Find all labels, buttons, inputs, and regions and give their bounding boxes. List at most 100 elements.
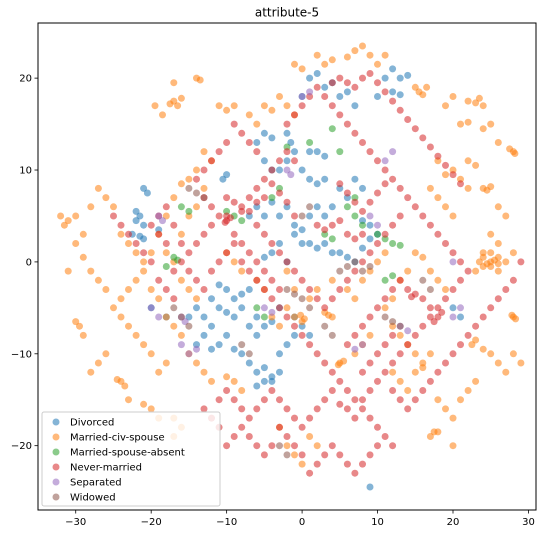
point-never-married bbox=[313, 405, 321, 413]
point-married-civ-spouse bbox=[483, 260, 491, 268]
point-never-married bbox=[268, 240, 276, 247]
point-married-spouse-absent bbox=[185, 207, 193, 215]
point-never-married bbox=[253, 221, 261, 229]
legend-label: Married-civ-spouse bbox=[70, 433, 165, 444]
point-never-married bbox=[411, 203, 419, 211]
point-married-civ-spouse bbox=[132, 249, 140, 257]
plot-frame bbox=[37, 22, 537, 511]
point-never-married bbox=[321, 451, 329, 459]
point-married-civ-spouse bbox=[291, 60, 298, 68]
point-married-civ-spouse bbox=[170, 322, 178, 330]
point-married-civ-spouse bbox=[457, 120, 464, 128]
point-never-married bbox=[268, 276, 276, 284]
point-married-civ-spouse bbox=[238, 387, 246, 394]
point-never-married bbox=[268, 442, 276, 450]
point-married-civ-spouse bbox=[434, 194, 442, 202]
point-never-married bbox=[396, 276, 404, 284]
point-married-civ-spouse bbox=[419, 364, 427, 372]
point-divorced bbox=[351, 175, 359, 183]
point-separated bbox=[260, 304, 268, 312]
point-never-married bbox=[343, 189, 351, 197]
point-never-married bbox=[472, 322, 480, 330]
point-never-married bbox=[389, 286, 397, 293]
point-widowed bbox=[185, 322, 193, 330]
point-married-civ-spouse bbox=[230, 377, 238, 385]
point-never-married bbox=[298, 423, 306, 431]
point-married-civ-spouse bbox=[509, 249, 517, 257]
point-married-civ-spouse bbox=[479, 345, 487, 353]
point-divorced bbox=[260, 364, 268, 372]
point-never-married bbox=[313, 295, 321, 303]
point-married-civ-spouse bbox=[76, 322, 83, 330]
point-never-married bbox=[298, 102, 306, 110]
point-married-civ-spouse bbox=[162, 359, 170, 367]
point-divorced bbox=[268, 249, 276, 257]
point-divorced bbox=[253, 313, 261, 321]
point-divorced bbox=[276, 350, 283, 358]
point-married-civ-spouse bbox=[475, 258, 483, 266]
point-divorced bbox=[283, 341, 291, 349]
point-never-married bbox=[442, 161, 449, 169]
point-never-married bbox=[268, 387, 276, 394]
point-never-married bbox=[328, 102, 336, 110]
point-married-civ-spouse bbox=[381, 304, 389, 312]
point-never-married bbox=[147, 258, 155, 266]
point-never-married bbox=[404, 116, 412, 123]
point-married-civ-spouse bbox=[125, 396, 132, 404]
point-divorced bbox=[298, 226, 306, 234]
point-never-married bbox=[291, 442, 298, 450]
point-married-civ-spouse bbox=[72, 240, 80, 247]
point-married-civ-spouse bbox=[60, 221, 68, 229]
point-divorced bbox=[143, 189, 151, 197]
y-axis: −20 −10 0 10 20 bbox=[11, 74, 38, 452]
point-divorced bbox=[321, 212, 329, 220]
point-married-civ-spouse bbox=[321, 60, 329, 68]
point-never-married bbox=[162, 286, 170, 293]
legend-marker bbox=[52, 478, 60, 486]
point-never-married bbox=[238, 423, 246, 431]
point-separated bbox=[155, 212, 163, 220]
point-married-civ-spouse bbox=[351, 295, 359, 303]
point-widowed bbox=[298, 212, 306, 220]
x-tick-label: 0 bbox=[299, 517, 305, 528]
point-never-married bbox=[276, 157, 283, 165]
point-married-civ-spouse bbox=[359, 42, 366, 50]
legend-label: Married-spouse-absent bbox=[70, 448, 185, 459]
point-married-civ-spouse bbox=[502, 212, 510, 220]
point-divorced bbox=[268, 377, 276, 385]
point-divorced bbox=[238, 304, 246, 312]
point-never-married bbox=[283, 120, 291, 128]
point-never-married bbox=[336, 111, 344, 119]
point-married-civ-spouse bbox=[177, 180, 185, 188]
point-never-married bbox=[321, 359, 329, 367]
point-married-civ-spouse bbox=[102, 286, 110, 293]
point-never-married bbox=[366, 359, 374, 367]
point-married-civ-spouse bbox=[132, 276, 140, 284]
point-married-civ-spouse bbox=[200, 184, 208, 192]
point-never-married bbox=[449, 350, 457, 358]
point-divorced bbox=[245, 286, 253, 293]
point-divorced bbox=[283, 157, 291, 165]
point-divorced bbox=[306, 175, 314, 183]
point-married-civ-spouse bbox=[517, 359, 525, 367]
point-never-married bbox=[389, 97, 397, 105]
point-widowed bbox=[185, 184, 193, 192]
point-never-married bbox=[223, 139, 231, 146]
point-married-civ-spouse bbox=[215, 102, 223, 110]
point-never-married bbox=[381, 433, 389, 440]
point-never-married bbox=[291, 414, 298, 422]
point-never-married bbox=[313, 350, 321, 358]
point-married-civ-spouse bbox=[159, 111, 166, 119]
point-divorced bbox=[306, 148, 314, 156]
point-divorced bbox=[215, 281, 223, 289]
point-never-married bbox=[404, 341, 412, 349]
point-widowed bbox=[276, 442, 283, 450]
point-never-married bbox=[245, 194, 253, 202]
point-divorced bbox=[223, 308, 231, 316]
point-widowed bbox=[283, 451, 291, 459]
point-divorced bbox=[245, 359, 253, 367]
point-never-married bbox=[374, 79, 381, 87]
point-married-civ-spouse bbox=[487, 120, 495, 128]
point-married-civ-spouse bbox=[479, 102, 487, 110]
point-married-spouse-absent bbox=[328, 235, 336, 243]
